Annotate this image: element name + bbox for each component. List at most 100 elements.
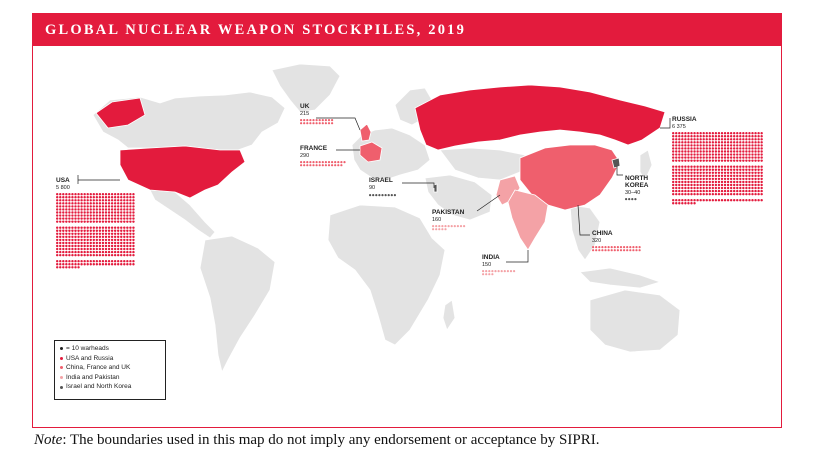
warhead-dot [684, 171, 687, 174]
warhead-dot [104, 196, 108, 199]
warhead-dot [714, 159, 718, 162]
warhead-dot [626, 249, 629, 252]
warhead-dot [760, 168, 763, 171]
warhead-dot [757, 156, 760, 159]
warhead-dot [68, 253, 71, 257]
warhead-dot [684, 159, 687, 162]
warhead-dot [74, 241, 77, 245]
warhead-dot [672, 159, 675, 162]
warhead-dot [751, 147, 754, 150]
warhead-dot [687, 132, 690, 135]
warhead-dot [89, 217, 92, 220]
warhead-dot [711, 135, 715, 138]
warhead-dot [708, 156, 711, 159]
warhead-dot [491, 273, 494, 276]
japan [639, 149, 653, 181]
warhead-dot [687, 141, 690, 144]
warhead-dot [126, 253, 129, 257]
warhead-dot [717, 150, 721, 153]
warhead-dot [83, 229, 86, 232]
warhead-dot [723, 144, 727, 147]
warhead-dot [113, 253, 117, 257]
warhead-dot [132, 202, 135, 205]
warhead-dot [80, 229, 83, 232]
warhead-dot [120, 196, 123, 199]
warhead-dot [101, 214, 105, 217]
warhead-dot [684, 186, 687, 190]
warhead-dot [83, 214, 86, 217]
warhead-dot [733, 165, 736, 168]
warhead-dot [726, 174, 730, 178]
warhead-dot [113, 238, 117, 242]
warhead-dot [77, 220, 80, 223]
warhead-dot [723, 180, 727, 184]
warhead-dot [736, 183, 739, 187]
warhead-dot [110, 214, 114, 217]
warhead-dot [726, 150, 730, 153]
warhead-dot [77, 247, 80, 251]
warhead-dot [745, 132, 748, 135]
warhead-dot [71, 202, 74, 205]
warhead-dot [681, 147, 684, 150]
label-india: INDIA [482, 254, 500, 261]
warhead-dot [711, 141, 715, 144]
warhead-dot [62, 263, 65, 266]
warhead-dot [748, 186, 751, 190]
warhead-dot [708, 135, 711, 138]
warhead-dot [708, 138, 711, 141]
warhead-dot [684, 132, 687, 135]
warhead-dot [104, 244, 108, 248]
warhead-dot [117, 241, 120, 245]
warhead-dot [760, 132, 763, 135]
warhead-dot [726, 141, 730, 144]
warhead-dot [690, 177, 693, 181]
warhead-dot [92, 193, 96, 196]
warhead-dot [132, 232, 135, 235]
warhead-dot [708, 168, 711, 171]
warhead-dot [723, 177, 727, 181]
warhead-dot [62, 226, 65, 229]
warhead-dot [681, 132, 684, 135]
warhead-dot [690, 168, 693, 171]
warhead-dot [672, 156, 675, 159]
warhead-dot [92, 226, 96, 229]
warhead-dot [729, 135, 733, 138]
warhead-dot [720, 189, 724, 193]
warhead-dot [56, 220, 59, 223]
note-label: Note [34, 432, 63, 448]
warhead-dot [438, 228, 441, 231]
warhead-dot [86, 214, 89, 217]
warhead-dot [717, 141, 721, 144]
warhead-dot [117, 196, 120, 199]
warhead-dot [77, 211, 80, 214]
warhead-dot [745, 147, 748, 150]
warhead-dot [101, 263, 105, 266]
warhead-dot [684, 138, 687, 141]
warhead-dot [132, 199, 135, 202]
warhead-dot [65, 193, 68, 196]
warhead-dot [745, 177, 748, 181]
warhead-dot [690, 180, 693, 184]
warhead-dot [56, 241, 59, 245]
warhead-dot [754, 147, 757, 150]
warhead-dot [702, 174, 705, 178]
warhead-dot [693, 202, 696, 205]
warhead-dot [690, 202, 693, 205]
warhead-dot [631, 198, 634, 201]
warhead-dot [120, 202, 123, 205]
warhead-dot [98, 208, 102, 211]
warhead-dot [59, 214, 62, 217]
warhead-dot [754, 186, 757, 190]
warhead-dot [89, 205, 92, 208]
label-usa: USA [56, 177, 70, 184]
warhead-dot [678, 153, 681, 156]
warhead-dot [123, 247, 126, 251]
warhead-dot [736, 132, 739, 135]
leader-uk [316, 117, 361, 131]
warhead-dot [757, 135, 760, 138]
warhead-dot [56, 229, 59, 232]
warhead-dot [68, 247, 71, 251]
warhead-dot [104, 253, 108, 257]
warhead-dot [760, 153, 763, 156]
warhead-dot [92, 202, 96, 205]
